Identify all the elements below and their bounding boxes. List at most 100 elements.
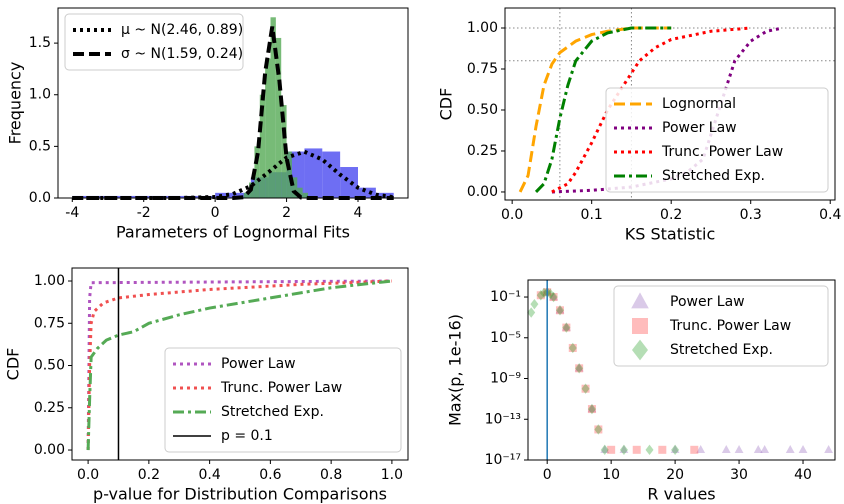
scatter-point xyxy=(575,363,584,374)
scatter-point xyxy=(587,403,596,415)
panel: 0.0 0.2 0.4 0.6 0.8 1.0 0.00 0.25 0.50 0.75 1.00 p-… xyxy=(4,267,409,504)
scatter-point xyxy=(696,445,706,454)
y-tick-label: 0.25 xyxy=(34,400,65,416)
scatter-point xyxy=(536,290,545,301)
x-tick-label: 0.0 xyxy=(501,207,523,223)
data-line xyxy=(86,279,392,451)
y-tick-label: 10⁻¹³ xyxy=(485,411,521,427)
data-line xyxy=(551,26,751,194)
x-tick-label: -4 xyxy=(65,205,79,221)
scatter-point xyxy=(600,444,609,456)
scatter-point xyxy=(798,445,808,454)
x-axis-label: R values xyxy=(647,485,715,504)
legend-label: Trunc. Power Law xyxy=(220,380,342,396)
legend-label: Trunc. Power Law xyxy=(669,318,791,334)
panel: 0.0 0.1 0.2 0.3 0.4 0.00 0.25 0.50 0.75 1.00 KS St… xyxy=(437,7,841,244)
histogram-bar xyxy=(243,192,250,198)
scatter-point xyxy=(549,291,558,303)
axes-frame xyxy=(504,7,836,201)
y-axis-label: Frequency xyxy=(6,62,25,145)
histogram-bar xyxy=(270,17,276,199)
histogram-bar xyxy=(286,151,292,198)
legend-box xyxy=(613,285,829,367)
y-tick-label: 0.50 xyxy=(34,358,65,374)
axes-frame xyxy=(527,279,836,461)
x-tick-label: 40 xyxy=(794,467,812,483)
legend-marker xyxy=(632,339,648,361)
x-tick-label: 0.1 xyxy=(581,207,603,223)
scatter-point xyxy=(581,384,590,393)
histogram-bar xyxy=(302,192,308,198)
x-tick-label: 0.2 xyxy=(138,467,160,483)
y-tick-label: 0.75 xyxy=(34,315,65,331)
axes-frame xyxy=(57,7,409,199)
x-tick-label: 0.4 xyxy=(198,467,220,483)
axes-frame xyxy=(71,267,409,461)
y-tick-label: 0.0 xyxy=(29,190,51,206)
x-axis-label: KS Statistic xyxy=(625,225,716,244)
legend-label: Power Law xyxy=(662,120,737,136)
scatter-point xyxy=(600,445,610,454)
data-line xyxy=(518,26,672,193)
legend: μ ~ N(2.46, 0.89) σ ~ N(1.59, 0.24) xyxy=(64,13,244,71)
scatter-point xyxy=(607,445,616,454)
histogram-bar xyxy=(275,37,282,199)
histogram-bar xyxy=(322,151,341,198)
x-tick-label: 10 xyxy=(602,467,620,483)
x-tick-label: 20 xyxy=(666,467,684,483)
scatter-point xyxy=(587,405,596,414)
legend: Power Law Trunc. Power Law Stretched Exp. xyxy=(613,285,829,367)
scatter-point xyxy=(721,445,731,454)
scatter-point xyxy=(760,445,770,454)
data-line xyxy=(72,149,394,200)
legend-box xyxy=(164,347,402,453)
y-tick-label: 0.00 xyxy=(34,442,65,458)
legend-label: Trunc. Power Law xyxy=(661,144,783,160)
scatter-point xyxy=(530,298,539,310)
y-tick-label: 1.00 xyxy=(467,20,498,36)
scatter-point xyxy=(555,305,564,316)
x-tick-label: 0 xyxy=(211,205,220,221)
legend-label: Stretched Exp. xyxy=(221,404,324,420)
data-line xyxy=(534,26,672,194)
scatter-point xyxy=(734,445,744,454)
x-tick-label: -2 xyxy=(137,205,151,221)
legend-label: p = 0.1 xyxy=(221,428,273,444)
legend-label: σ ~ N(1.59, 0.24) xyxy=(121,46,243,62)
legend-marker xyxy=(631,292,649,309)
scatter-point xyxy=(753,445,763,454)
y-tick-label: 0.5 xyxy=(29,138,51,154)
legend-label: Power Law xyxy=(221,356,296,372)
y-tick-label: 0.00 xyxy=(467,184,498,200)
y-tick-label: 1.00 xyxy=(34,273,65,289)
scatter-point xyxy=(562,322,571,333)
y-tick-label: 1.5 xyxy=(29,35,51,51)
legend: Power Law Trunc. Power Law Stretched Exp. p… xyxy=(164,347,402,453)
legend: Lognormal Power Law Trunc. Power Law Stretc… xyxy=(605,87,829,193)
histogram-bar xyxy=(304,148,323,198)
panel: 0 10 20 30 40 10⁻¹ 10⁻⁵ 10⁻⁹ 10⁻¹³ 10⁻¹⁷ R values M… xyxy=(446,279,836,504)
x-axis-label: p-value for Distribution Comparisons xyxy=(93,485,387,504)
scatter-point xyxy=(555,305,565,314)
x-tick-label: 0.8 xyxy=(320,467,342,483)
histogram-bar xyxy=(291,177,298,198)
x-tick-label: 0.0 xyxy=(77,467,99,483)
histogram-bar xyxy=(340,167,358,198)
scatter-point xyxy=(546,288,555,300)
y-tick-label: 0.50 xyxy=(467,102,498,118)
y-axis-label: CDF xyxy=(4,348,23,381)
x-tick-label: 1.0 xyxy=(381,467,403,483)
histogram-bar xyxy=(259,94,266,198)
histogram-bar xyxy=(358,187,376,198)
scatter-point xyxy=(645,444,654,456)
x-tick-label: 4 xyxy=(354,205,363,221)
scatter-point xyxy=(568,343,577,352)
scatter-point xyxy=(562,323,571,332)
scatter-point xyxy=(619,445,629,454)
x-axis-label: Parameters of Lognormal Fits xyxy=(116,223,350,242)
scatter-point xyxy=(690,445,699,454)
legend-label: Power Law xyxy=(670,294,745,310)
scatter-point xyxy=(581,383,590,394)
scatter-point xyxy=(574,363,584,372)
